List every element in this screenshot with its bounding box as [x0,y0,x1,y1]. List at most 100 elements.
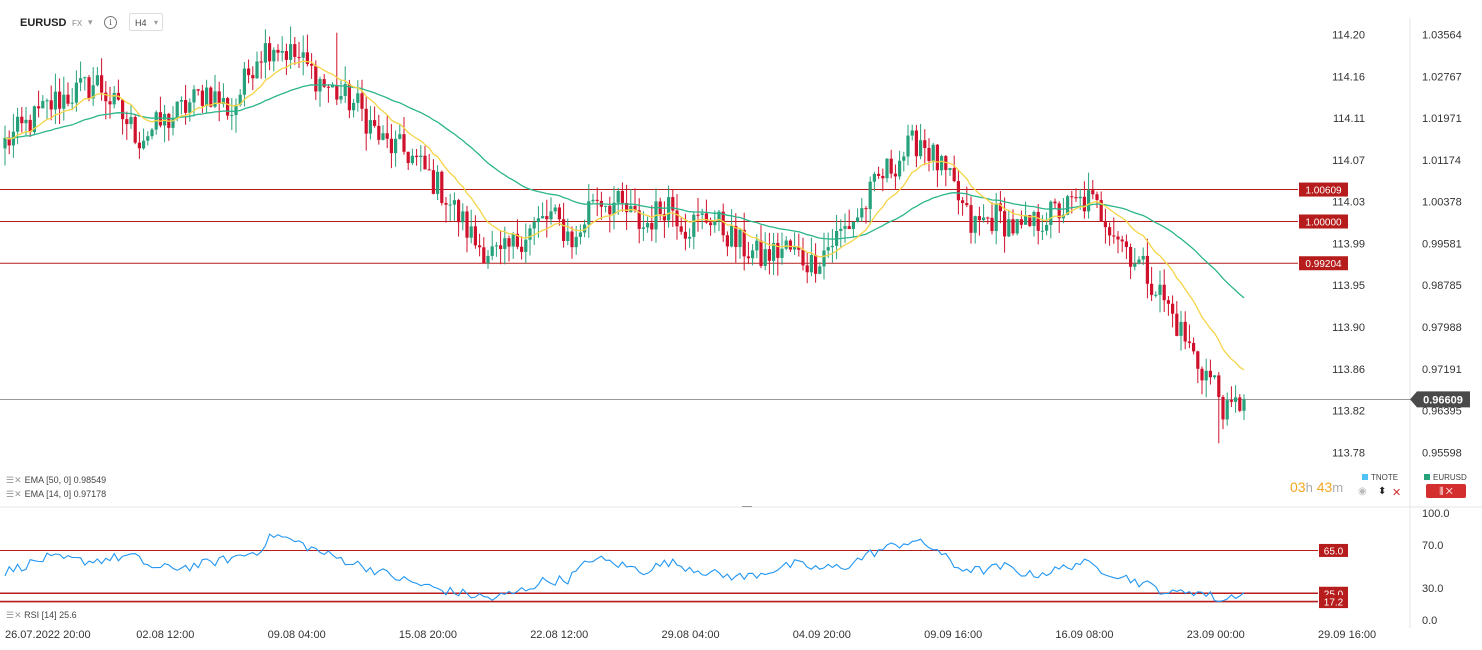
timeframe-select[interactable]: H4 ▾ [129,13,163,31]
candle-body [961,200,965,204]
right-axis-tick: 1.00378 [1422,197,1462,209]
candle-body [990,217,994,232]
candle-body [767,249,771,261]
candle-body [108,101,112,105]
candle-body [112,92,116,105]
candle-body [293,44,297,57]
left-axis-tick: 113.99 [1332,238,1365,250]
candle-body [465,211,469,238]
rsi-axis-tick: 70.0 [1422,540,1443,552]
ema50-legend[interactable]: ☰✕ EMA [50, 0] 0.98549 [6,474,106,486]
candle-body [713,221,717,226]
info-icon[interactable]: i [104,16,117,29]
symbol-label[interactable]: EURUSD [20,17,67,29]
candle-body [583,224,587,233]
rsi-legend[interactable]: ☰✕ RSI [14] 25.6 [6,610,77,621]
settings-icon[interactable]: ☰✕ [6,610,22,620]
timeframe-value: H4 [135,18,147,28]
candle-body [877,173,881,176]
candle-body [742,229,746,257]
time-axis-tick: 15.08 20:00 [399,629,457,641]
candle-body [356,93,360,103]
candle-body [860,208,864,218]
candle-body [16,116,20,132]
left-axis-tick: 113.90 [1332,322,1365,334]
candle-body [335,85,339,100]
candle-body [314,65,318,92]
candle-body [373,120,377,126]
candle-body [436,171,440,194]
candle-body [671,197,675,211]
candle-body [1200,368,1204,381]
ema14-legend-text: EMA [14, 0] 0.97178 [24,489,107,499]
candle-body [1066,196,1070,215]
candle-body [70,102,74,104]
candle-body [633,205,637,211]
candle-body [87,77,91,99]
eye-icon[interactable]: ◉ [1358,486,1367,497]
candle-body [1141,255,1145,260]
settings-icon[interactable]: ☰✕ [6,489,22,499]
rsi-legend-text: RSI [14] 25.6 [24,610,77,620]
candle-body [209,87,213,107]
candle-body [32,106,36,133]
ema14-legend[interactable]: ☰✕ EMA [14, 0] 0.97178 [6,488,106,500]
candle-body [398,134,402,139]
candle-body [805,265,809,273]
candle-body [956,181,960,201]
candle-body [1053,201,1057,204]
candle-body [1183,321,1187,342]
rsi-level-tag [1319,543,1348,557]
candle-body [53,91,57,110]
candle-body [83,77,87,79]
candle-body [20,116,24,124]
candle-body [322,79,326,87]
candle-body [574,236,578,248]
current-price-tag [1410,391,1470,408]
pane-splitter[interactable] [742,506,752,507]
candle-body [1187,341,1191,343]
sort-arrows-icon[interactable]: ⬍ [1378,486,1387,497]
tnote-legend[interactable]: TNOTE [1362,473,1398,482]
candles-group [3,26,1246,444]
right-axis-tick: 0.95598 [1422,447,1462,459]
time-axis-tick: 23.09 00:00 [1187,629,1245,641]
rsi-axis-tick: 30.0 [1422,583,1443,595]
candle-body [755,240,759,251]
candle-body [49,100,53,110]
countdown-minute-unit: m [1332,480,1344,495]
eurusd-legend[interactable]: EURUSD [1424,473,1467,482]
right-axis-tick: 1.01174 [1422,155,1461,167]
time-axis-tick: 26.07.2022 20:00 [5,629,91,641]
candle-body [352,102,356,111]
settings-icon[interactable]: ☰✕ [6,475,22,485]
candle-body [688,236,692,239]
candle-body [1095,194,1099,201]
candle-body [977,216,981,221]
candle-body [847,226,851,229]
right-axis-tick: 1.03564 [1422,30,1462,42]
chevron-down-icon[interactable]: ▾ [88,17,93,27]
candle-body [66,94,70,104]
candle-body [793,246,797,250]
chart-header: EURUSD FX ▾ i H4 ▾ [0,0,1410,46]
candle-body [839,228,843,231]
rsi-level-label: 17.2 [1324,598,1344,609]
candle-body [1158,284,1162,295]
left-axis-tick: 114.20 [1332,30,1365,42]
candle-body [1145,255,1149,284]
candle-body [1196,351,1200,369]
candle-body [188,102,192,113]
candle-body [448,204,452,206]
time-axis-tick: 29.08 04:00 [662,629,720,641]
rsi-level-label: 65.0 [1324,546,1344,557]
candle-body [280,51,284,53]
close-icon[interactable]: ✕ [1392,487,1402,499]
candle-body [259,61,263,63]
candle-type-button[interactable]: ⫼ ✕ [1426,484,1466,498]
candle-body [339,95,343,100]
candle-body [1124,241,1128,248]
candle-body [641,227,645,229]
candle-body [268,43,272,62]
